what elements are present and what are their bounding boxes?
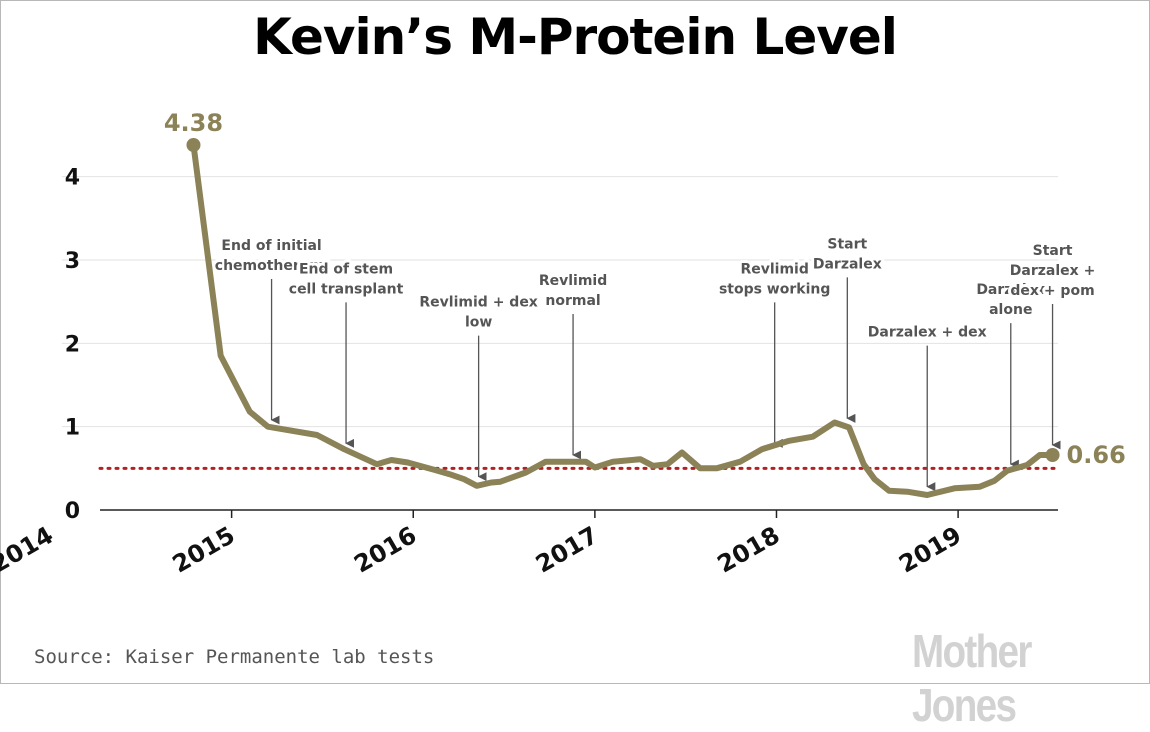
y-tick-label: 2 xyxy=(65,332,80,357)
x-tick-label: 2019 xyxy=(894,521,966,579)
annotation-halo: Darzalex xyxy=(813,256,882,272)
x-tick-label: 2015 xyxy=(168,521,240,579)
annotation-text: Darzalex xyxy=(813,256,882,272)
annotation-halo: Darzalex + xyxy=(1010,263,1096,279)
annotation-halo: dex + pom xyxy=(1010,283,1094,299)
x-tick-label: 2016 xyxy=(349,521,421,579)
annotation-text: chemotherapy xyxy=(215,258,329,274)
endpoint-marker xyxy=(186,138,201,152)
y-tick-label: 4 xyxy=(65,166,80,191)
annotation-text: Revlimid + dex xyxy=(419,295,537,311)
y-tick-label: 3 xyxy=(65,249,80,274)
line-chart: 0 1 2 3 4 2014 2015 2016 2017 2018 2019 End of init… xyxy=(0,109,1126,579)
annotation-halo: Revlimid + dex xyxy=(419,295,537,311)
annotation-text: Darzalex + xyxy=(1010,263,1096,279)
annotation-text: Revlimid xyxy=(740,261,808,277)
annotation-halo: alone xyxy=(989,302,1032,318)
chart-title: Kevin’s M-Protein Level xyxy=(253,8,898,66)
annotation-halo: End of stem xyxy=(299,261,393,277)
annotation-text: Darzalex + dex xyxy=(868,325,987,341)
endpoint-marker xyxy=(1045,448,1060,462)
annotation-text: Start xyxy=(1033,243,1073,259)
series-line xyxy=(190,142,1056,498)
y-tick-label: 1 xyxy=(65,416,80,441)
x-tick-label: 2018 xyxy=(713,521,785,579)
x-tick-label: 2017 xyxy=(531,521,603,579)
annotation-text: dex + pom xyxy=(1010,283,1094,299)
annotation-text: Darzalex xyxy=(976,282,1045,298)
annotation-halo: cell transplant xyxy=(289,281,404,297)
annotation-halo: Darzalex xyxy=(976,282,1045,298)
mother-jones-logo: Mother Jones xyxy=(912,625,1032,731)
annotation-halo: stops working xyxy=(719,281,830,297)
annotation-text: Start xyxy=(827,236,867,252)
annotation-halo: End of initial xyxy=(221,238,321,254)
annotation-halo: Revlimid xyxy=(539,273,607,289)
annotation-halo: normal xyxy=(545,293,600,309)
annotation-text: End of initial xyxy=(221,238,321,254)
annotation-text: alone xyxy=(989,302,1032,318)
annotation-text: low xyxy=(465,315,492,331)
data-label: 0.66 xyxy=(1067,441,1126,469)
annotation-halo: chemotherapy xyxy=(215,258,329,274)
annotation-text: End of stem xyxy=(299,261,393,277)
annotation-text: stops working xyxy=(719,281,830,297)
annotation-halo: Revlimid xyxy=(740,261,808,277)
annotation-halo: Start xyxy=(1033,243,1073,259)
source-note: Source: Kaiser Permanente lab tests xyxy=(34,646,435,668)
annotation-halo: Darzalex + dex xyxy=(868,325,987,341)
annotation-text: cell transplant xyxy=(289,281,404,297)
annotation-halo: Start xyxy=(827,236,867,252)
data-label: 4.38 xyxy=(164,109,223,137)
annotation-text: normal xyxy=(545,293,600,309)
x-tick-label: 2014 xyxy=(0,521,58,579)
y-tick-label: 0 xyxy=(65,499,80,524)
annotation-text: Revlimid xyxy=(539,273,607,289)
annotation-halo: low xyxy=(465,315,492,331)
